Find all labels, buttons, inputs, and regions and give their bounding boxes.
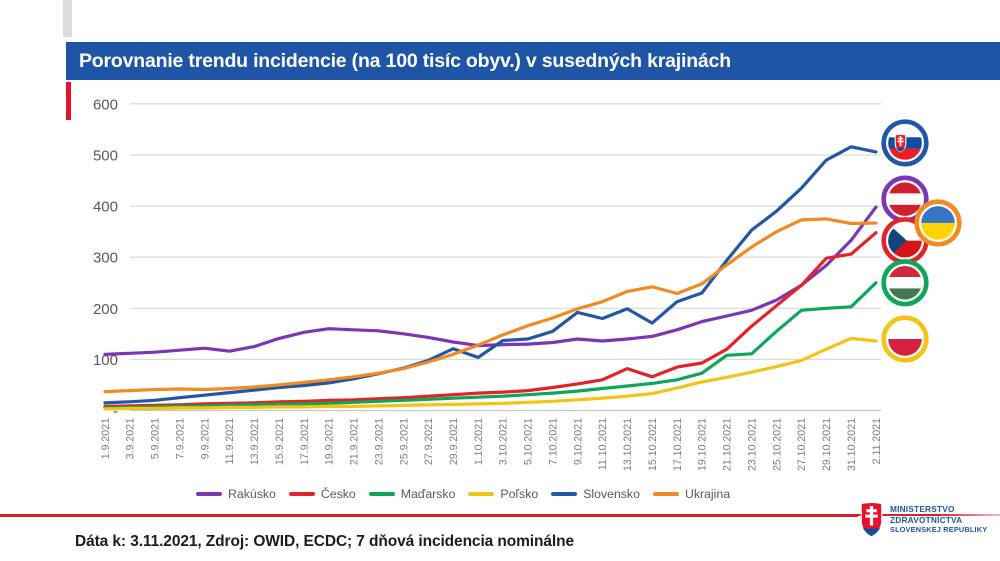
x-axis-tick-label: 17.10.2021 <box>672 418 684 471</box>
legend-item-hungary: Maďarsko <box>368 487 456 501</box>
x-axis-tick-label: 21.9.2021 <box>349 418 361 465</box>
ministry-logo: MINISTERSTVO ZDRAVOTNÍCTVA SLOVENSKEJ RE… <box>858 501 987 538</box>
legend-item-czechia: Česko <box>288 487 356 501</box>
legend-swatch-icon <box>468 492 495 496</box>
incidence-line-chart: 600 500 400 300 200 100 -1.9.2021 3.9.2021 5.9.2… <box>93 96 962 471</box>
flag-slovakia <box>881 119 929 167</box>
x-axis-tick-label: 29.10.2021 <box>821 418 833 471</box>
red-accent-bar <box>66 82 71 120</box>
x-axis-tick-label: 17.9.2021 <box>299 418 311 465</box>
slovak-coat-of-arms-icon <box>860 501 883 537</box>
x-axis-tick-label: 2.11.2021 <box>871 418 883 464</box>
x-axis-tick-label: 13.9.2021 <box>249 418 261 465</box>
chart-legend: Rakúsko Česko Maďarsko Poľsko Slovensko Ukraj… <box>196 487 730 501</box>
series-line-hungary <box>103 281 878 410</box>
x-axis-tick-label: 1.10.2021 <box>473 418 485 465</box>
x-axis-tick-label: 15.9.2021 <box>274 418 286 465</box>
series-line-poland <box>103 336 878 411</box>
legend-swatch-icon <box>368 492 395 496</box>
legend-label: Maďarsko <box>400 487 456 501</box>
flag-hungary <box>881 259 929 307</box>
legend-item-ukraine: Ukrajina <box>652 487 731 501</box>
x-axis-tick-label: 23.10.2021 <box>746 418 758 471</box>
x-axis-tick-label: 5.10.2021 <box>523 418 535 465</box>
legend-label: Rakúsko <box>228 487 276 501</box>
flag-poland <box>881 315 929 363</box>
x-axis-tick-label: 27.9.2021 <box>423 418 435 465</box>
series-line-austria <box>103 205 878 356</box>
legend-swatch-icon <box>196 492 222 496</box>
footer-divider <box>0 514 858 517</box>
legend-label: Slovensko <box>583 487 640 501</box>
x-axis-tick-label: 11.9.2021 <box>224 418 236 464</box>
x-axis-tick-label: 15.10.2021 <box>647 418 659 471</box>
x-axis-tick-label: 19.10.2021 <box>697 418 709 471</box>
flag-ukraine <box>914 199 962 247</box>
y-axis-tick-label: 500 <box>93 148 118 165</box>
x-axis-tick-label: 19.9.2021 <box>324 418 336 465</box>
x-axis-tick-label: 7.9.2021 <box>174 418 186 459</box>
x-axis-tick-label: 1.9.2021 <box>100 418 112 459</box>
x-axis-tick-label: 29.9.2021 <box>448 418 460 465</box>
x-axis-tick-label: 31.10.2021 <box>846 418 858 471</box>
y-axis-tick-label: 200 <box>93 301 118 318</box>
x-axis-tick-label: 25.9.2021 <box>398 418 410 465</box>
x-axis-tick-label: 25.10.2021 <box>771 418 783 471</box>
x-axis-tick-label: 3.9.2021 <box>125 418 137 459</box>
x-axis-tick-label: 23.9.2021 <box>373 418 385 465</box>
ministry-logo-line2: ZDRAVOTNÍCTVA <box>890 514 963 525</box>
slide-edge-tab <box>63 0 72 37</box>
x-axis-tick-label: 27.10.2021 <box>796 418 808 471</box>
legend-label: Poľsko <box>500 487 539 501</box>
legend-swatch-icon <box>551 492 578 496</box>
legend-swatch-icon <box>652 492 679 496</box>
y-axis-tick-label: 600 <box>93 96 118 113</box>
legend-item-poland: Poľsko <box>468 487 538 501</box>
footer-divider-right <box>858 514 1000 516</box>
ministry-logo-line3: SLOVENSKEJ REPUBLIKY <box>890 525 988 534</box>
x-axis-tick-label: 21.10.2021 <box>722 418 734 471</box>
x-axis-tick-label: 13.10.2021 <box>622 418 634 471</box>
x-axis-tick-label: 5.9.2021 <box>150 418 162 459</box>
x-axis-tick-label: 3.10.2021 <box>498 418 510 465</box>
series-line-ukraine <box>103 217 878 394</box>
ministry-logo-text: MINISTERSTVO ZDRAVOTNÍCTVA SLOVENSKEJ RE… <box>890 501 987 534</box>
x-axis-tick-label: 9.10.2021 <box>572 418 584 465</box>
x-axis-tick-label: 11.10.2021 <box>597 418 609 470</box>
title-bar: Porovnanie trendu incidencie (na 100 tis… <box>66 42 1000 80</box>
series-line-slovakia <box>103 145 878 405</box>
y-axis-tick-label: 300 <box>93 250 118 267</box>
legend-label: Česko <box>320 487 356 501</box>
legend-item-austria: Rakúsko <box>196 487 276 501</box>
legend-item-slovakia: Slovensko <box>551 487 640 501</box>
y-axis-tick-label: 400 <box>93 199 118 216</box>
legend-label: Ukrajina <box>684 487 731 501</box>
y-axis-tick-label: 100 <box>93 352 118 369</box>
ministry-logo-line1: MINISTERSTVO <box>890 504 955 514</box>
y-axis-tick-label: - <box>113 403 118 420</box>
page-title: Porovnanie trendu incidencie (na 100 tis… <box>79 50 731 72</box>
flag-czechia <box>881 217 929 265</box>
source-note: Dáta k: 3.11.2021, Zdroj: OWID, ECDC; 7 … <box>75 533 574 550</box>
x-axis-tick-label: 9.9.2021 <box>199 418 211 459</box>
x-axis-tick-label: 7.10.2021 <box>548 418 560 465</box>
legend-swatch-icon <box>288 492 315 496</box>
series-line-czechia <box>103 231 878 408</box>
